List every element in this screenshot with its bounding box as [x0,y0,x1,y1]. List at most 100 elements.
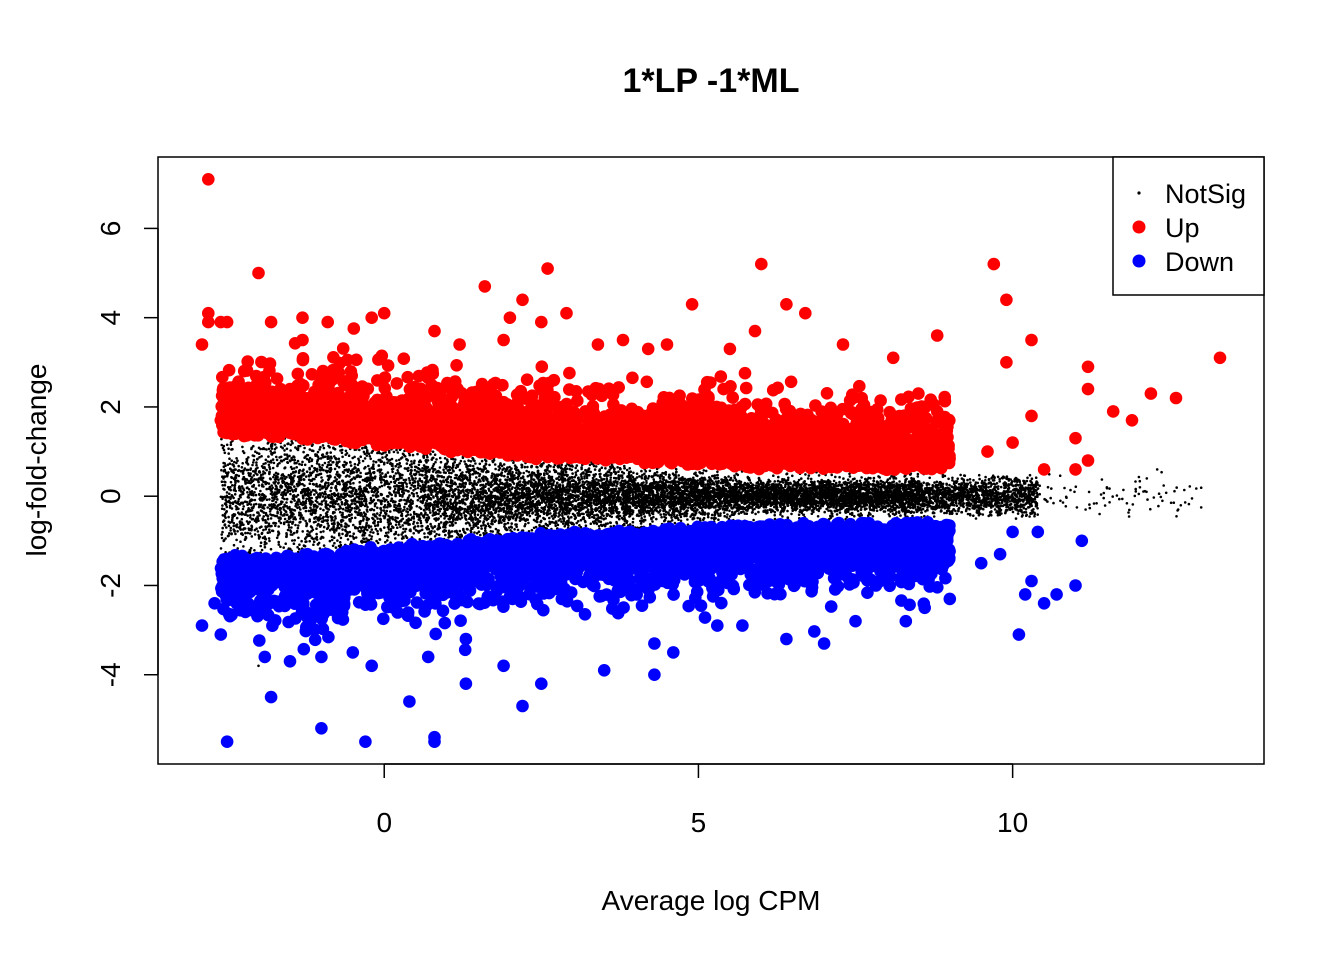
point-notsig [383,516,386,520]
point-notsig [335,478,339,481]
point-notsig [293,485,296,488]
point-notsig [284,542,288,545]
point-notsig [926,506,929,509]
point-notsig [271,466,275,470]
point-notsig [454,521,457,525]
point-notsig [464,463,468,466]
point-notsig [835,487,839,491]
point-notsig [262,528,265,532]
point-notsig [269,517,273,520]
point-notsig [412,489,415,492]
point-notsig [584,524,588,527]
point-notsig [221,504,224,507]
point-notsig [561,522,565,525]
point-notsig [480,459,484,463]
point-notsig [394,464,398,468]
point-notsig [467,459,470,462]
point-notsig [478,462,482,466]
point-notsig [410,460,413,463]
point-notsig [476,513,480,517]
point-notsig [255,463,258,467]
point-notsig [384,531,388,535]
point-notsig [675,514,679,517]
point-notsig [1036,513,1039,516]
point-notsig [484,499,488,503]
point-notsig [294,523,297,527]
point-notsig [563,525,566,528]
point-notsig [316,501,319,504]
point-notsig [255,458,259,461]
point-notsig [424,511,427,515]
point-notsig [966,478,969,482]
point-notsig [223,514,227,518]
point-notsig [552,468,556,472]
point-notsig [275,498,279,501]
point-notsig [1034,476,1038,480]
point-notsig [412,520,416,524]
point-notsig [527,470,531,474]
point-notsig [544,522,548,526]
point-notsig [525,490,528,493]
point-notsig [486,514,489,517]
point-notsig [274,501,278,504]
point-notsig [886,508,890,512]
point-notsig [389,475,393,478]
point-notsig [368,534,371,537]
point-notsig [303,463,307,467]
point-notsig [757,476,761,480]
point-notsig [530,464,534,468]
point-notsig [716,476,720,480]
point-notsig [251,463,254,467]
point-notsig [233,488,237,492]
point-notsig [232,543,236,547]
point-notsig [253,533,257,536]
point-notsig [230,475,233,479]
point-notsig [800,477,803,480]
point-notsig [579,518,583,522]
point-notsig [996,475,1000,479]
point-notsig [420,528,424,532]
point-notsig [651,475,655,478]
point-notsig [287,523,291,527]
point-notsig [363,495,367,498]
point-notsig [263,545,267,549]
point-notsig [575,521,578,525]
point-notsig [367,479,371,482]
point-notsig [326,522,330,525]
point-notsig [651,520,654,523]
point-notsig [338,510,342,514]
point-notsig [673,521,677,525]
point-notsig [581,480,585,484]
point-notsig [389,480,393,484]
point-notsig [372,460,375,463]
point-notsig [227,524,231,528]
point-notsig [648,469,652,473]
point-notsig [853,514,856,518]
point-notsig [638,475,641,478]
point-notsig [379,529,383,532]
point-notsig [754,512,757,516]
point-notsig [262,470,265,473]
point-notsig [278,519,281,523]
point-notsig [358,508,361,512]
point-notsig [250,535,254,538]
point-notsig [458,482,462,486]
point-notsig [616,466,619,469]
point-notsig [809,477,813,481]
point-notsig [731,510,734,514]
point-notsig [275,455,278,459]
point-notsig [968,507,971,511]
point-notsig [476,481,480,484]
point-notsig [516,528,520,532]
point-notsig [229,443,233,447]
chart-title: 1*LP -1*ML [623,62,800,100]
point-notsig [439,479,442,483]
point-notsig [598,475,602,479]
point-notsig [369,496,373,500]
point-notsig [491,460,495,464]
point-notsig [623,464,626,468]
point-notsig [693,506,697,510]
point-notsig [594,473,597,476]
point-notsig [835,513,839,516]
